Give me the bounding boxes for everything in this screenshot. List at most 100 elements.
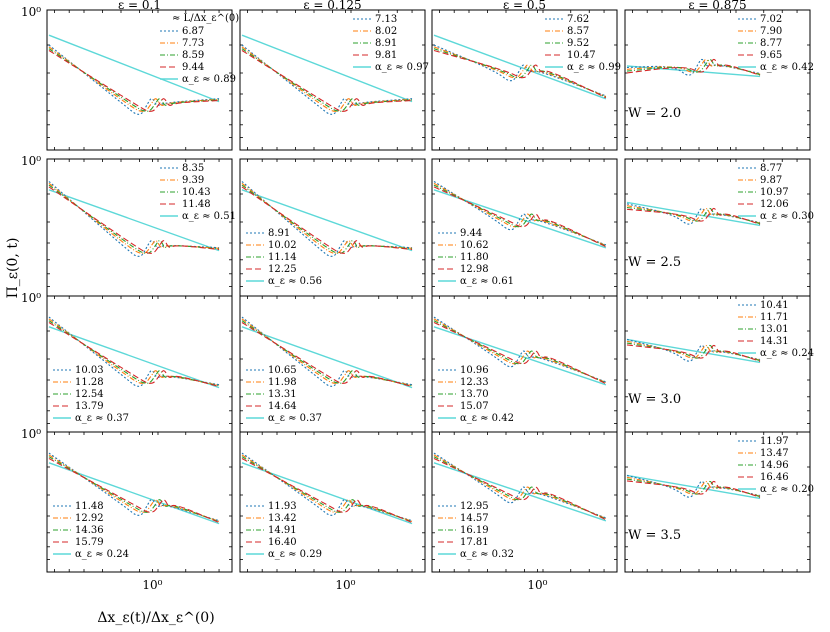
legend-label: 11.71 xyxy=(760,312,789,323)
y-ticks xyxy=(47,193,232,287)
legend-label: 14.31 xyxy=(760,336,789,347)
panel-frame xyxy=(46,295,233,437)
panel-r0-c3: ε = 0.875 7.027.908.779.65α_ε ≈ 0.42 W = 2… xyxy=(624,0,814,151)
legend-label: 8.77 xyxy=(760,38,782,49)
x-ticks xyxy=(632,10,798,150)
x-ticks xyxy=(438,10,605,150)
legend-label: 6.87 xyxy=(182,26,204,37)
panel-frame xyxy=(46,431,233,573)
series-line-4 xyxy=(433,458,607,521)
legend-label: 10.62 xyxy=(460,240,489,251)
legend-label: 8.77 xyxy=(760,163,782,174)
series-line-2 xyxy=(241,182,413,254)
y-ticks xyxy=(240,466,425,560)
legend-label: 8.91 xyxy=(375,38,397,49)
series-line-4 xyxy=(433,186,607,248)
legend-label: 13.47 xyxy=(760,448,789,459)
legend-label: 9.44 xyxy=(460,228,482,239)
panel-frame xyxy=(431,158,618,300)
legend-label: 11.14 xyxy=(268,252,297,263)
column-title: ε = 0.875 xyxy=(688,0,746,12)
y-ticks xyxy=(625,330,810,424)
y-ticks xyxy=(240,44,425,138)
series-line-2 xyxy=(48,454,220,522)
fit-line xyxy=(626,474,761,500)
legend-label: α_ε ≈ 0.51 xyxy=(182,211,236,222)
y-tick-label: 10⁰ xyxy=(21,427,41,441)
legend-label: 11.98 xyxy=(268,377,297,388)
legend: ≈ L/Δx_ε^(0) 6.877.738.599.44α_ε ≈ 0.89 xyxy=(160,13,239,85)
legend-label: 13.31 xyxy=(268,389,297,400)
legend-label: 8.35 xyxy=(182,163,204,174)
panel-frame xyxy=(239,9,426,151)
x-ticks xyxy=(246,432,413,572)
legend-label: 10.03 xyxy=(75,365,104,376)
panel-frame xyxy=(431,431,618,573)
legend-label: α_ε ≈ 0.24 xyxy=(75,549,129,560)
legend-label: α_ε ≈ 0.56 xyxy=(268,276,322,287)
panel-frame xyxy=(431,9,618,151)
legend-label: 9.81 xyxy=(375,50,397,61)
legend-label: 10.97 xyxy=(760,187,789,198)
series-line-2 xyxy=(241,454,413,522)
legend-label: 14.64 xyxy=(268,401,297,412)
legend-label: α_ε ≈ 0.89 xyxy=(182,74,236,85)
legend-label: 15.79 xyxy=(75,537,104,548)
fit-line xyxy=(626,338,761,364)
series-line-4 xyxy=(48,50,220,112)
y-axis-label: Π_ε(0, t) xyxy=(5,238,21,299)
panel-frame xyxy=(624,9,811,151)
legend-label: 9.87 xyxy=(760,175,782,186)
series-line-1 xyxy=(626,58,761,76)
legend-label: α_ε ≈ 0.42 xyxy=(460,413,514,424)
fit-line xyxy=(433,34,607,100)
y-ticks xyxy=(625,466,810,560)
x-ticks xyxy=(246,10,413,150)
legend-label: 12.06 xyxy=(760,199,789,210)
legend-label: 13.01 xyxy=(760,324,789,335)
series-line-2 xyxy=(626,58,761,75)
series-line-4 xyxy=(241,322,413,388)
fit-line xyxy=(241,34,413,103)
w-label: W = 2.0 xyxy=(628,106,681,121)
series-line-4 xyxy=(241,458,413,524)
legend-label: 9.52 xyxy=(567,38,589,49)
legend-label: 16.40 xyxy=(268,537,297,548)
w-label: W = 3.5 xyxy=(628,528,681,543)
fit-line xyxy=(241,326,413,389)
series-line-1 xyxy=(241,452,413,522)
legend-label: 14.91 xyxy=(268,525,297,536)
series-line-1 xyxy=(48,44,220,115)
y-tick-label: 10⁰ xyxy=(21,291,41,305)
legend-label: 17.81 xyxy=(460,537,489,548)
legend-label: 7.13 xyxy=(375,14,397,25)
w-label: W = 3.0 xyxy=(628,392,681,407)
column-title: ε = 0.125 xyxy=(303,0,361,12)
fit-line xyxy=(241,189,413,252)
series-line-3 xyxy=(433,184,607,247)
series-line-3 xyxy=(433,48,607,98)
series-line-1 xyxy=(433,181,607,246)
legend-label: 8.91 xyxy=(268,228,290,239)
series-line-4 xyxy=(48,322,220,388)
series-line-4 xyxy=(626,58,761,76)
y-tick-label: 10⁰ xyxy=(21,5,41,19)
legend-label: α_ε ≈ 0.37 xyxy=(268,413,322,424)
legend-label: 10.65 xyxy=(268,365,297,376)
panel-frame xyxy=(624,431,811,573)
legend-label: 14.96 xyxy=(760,460,789,471)
fit-line xyxy=(48,326,220,389)
series-line-4 xyxy=(241,186,413,254)
legend-label: 12.54 xyxy=(75,389,104,400)
